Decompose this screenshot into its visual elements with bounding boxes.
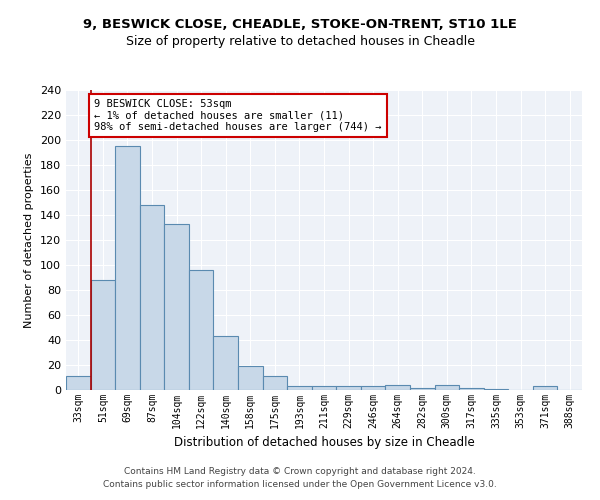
Bar — [263, 376, 287, 390]
Y-axis label: Number of detached properties: Number of detached properties — [25, 152, 34, 328]
Bar — [312, 386, 336, 390]
Text: Size of property relative to detached houses in Cheadle: Size of property relative to detached ho… — [125, 35, 475, 48]
Bar — [385, 385, 410, 390]
Text: 9, BESWICK CLOSE, CHEADLE, STOKE-ON-TRENT, ST10 1LE: 9, BESWICK CLOSE, CHEADLE, STOKE-ON-TREN… — [83, 18, 517, 30]
Text: Contains public sector information licensed under the Open Government Licence v3: Contains public sector information licen… — [103, 480, 497, 489]
Bar — [434, 385, 459, 390]
X-axis label: Distribution of detached houses by size in Cheadle: Distribution of detached houses by size … — [173, 436, 475, 450]
Bar — [459, 388, 484, 390]
Bar — [410, 388, 434, 390]
Bar — [164, 224, 189, 390]
Bar — [238, 366, 263, 390]
Bar — [91, 280, 115, 390]
Bar — [336, 386, 361, 390]
Bar — [484, 389, 508, 390]
Bar — [214, 336, 238, 390]
Bar — [140, 205, 164, 390]
Text: 9 BESWICK CLOSE: 53sqm
← 1% of detached houses are smaller (11)
98% of semi-deta: 9 BESWICK CLOSE: 53sqm ← 1% of detached … — [94, 99, 382, 132]
Bar — [189, 270, 214, 390]
Text: Contains HM Land Registry data © Crown copyright and database right 2024.: Contains HM Land Registry data © Crown c… — [124, 467, 476, 476]
Bar — [287, 386, 312, 390]
Bar — [533, 386, 557, 390]
Bar — [66, 376, 91, 390]
Bar — [115, 146, 140, 390]
Bar — [361, 386, 385, 390]
